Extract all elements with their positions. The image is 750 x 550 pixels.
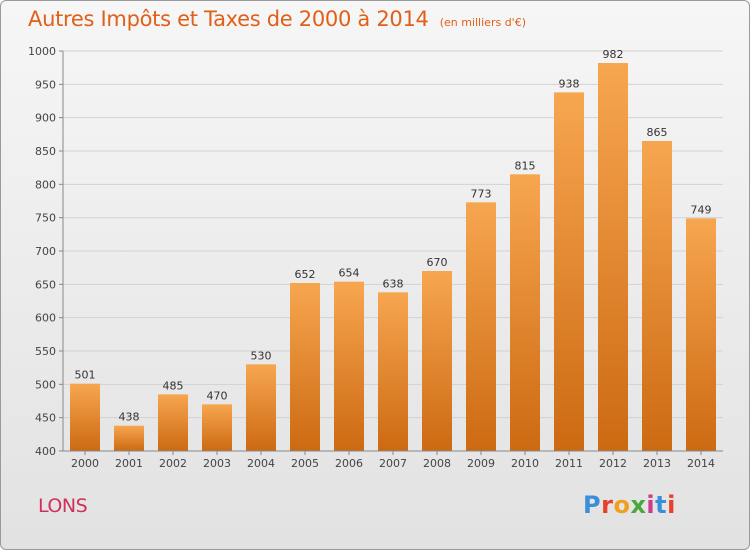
- bar: [642, 141, 672, 451]
- value-label: 982: [603, 48, 624, 61]
- x-tick-label: 2011: [555, 457, 583, 470]
- bar: [246, 364, 276, 451]
- logo-letter: x: [630, 491, 647, 519]
- chart-title: Autres Impôts et Taxes de 2000 à 2014: [28, 7, 429, 31]
- y-tick-label: 450: [35, 412, 56, 425]
- value-label: 865: [647, 126, 668, 139]
- x-tick-label: 2002: [159, 457, 187, 470]
- logo-letter: P: [583, 491, 602, 519]
- x-tick-label: 2009: [467, 457, 495, 470]
- bar: [114, 425, 144, 451]
- y-tick-label: 750: [35, 212, 56, 225]
- y-tick-label: 400: [35, 445, 56, 458]
- chart-title-area: Autres Impôts et Taxes de 2000 à 2014 (e…: [28, 7, 526, 31]
- x-tick-label: 2010: [511, 457, 539, 470]
- x-tick-label: 2000: [71, 457, 99, 470]
- value-label: 485: [163, 379, 184, 392]
- logo-letter: r: [601, 491, 614, 519]
- bar: [334, 281, 364, 451]
- y-tick-label: 600: [35, 312, 56, 325]
- value-label: 638: [383, 277, 404, 290]
- y-tick-label: 850: [35, 145, 56, 158]
- x-tick-label: 2012: [599, 457, 627, 470]
- x-tick-label: 2005: [291, 457, 319, 470]
- bar: [290, 283, 320, 451]
- y-tick-label: 1000: [28, 45, 56, 58]
- bar: [70, 383, 100, 451]
- x-tick-label: 2014: [687, 457, 715, 470]
- x-tick-label: 2008: [423, 457, 451, 470]
- proxiti-logo[interactable]: Proxiti: [583, 491, 676, 519]
- value-label: 652: [295, 268, 316, 281]
- x-tick-label: 2001: [115, 457, 143, 470]
- bar: [686, 218, 716, 451]
- bar: [422, 271, 452, 451]
- value-label: 670: [427, 256, 448, 269]
- bar: [554, 92, 584, 451]
- value-label: 530: [251, 349, 272, 362]
- bar: [378, 292, 408, 451]
- logo-letter: i: [646, 491, 656, 519]
- y-tick-label: 650: [35, 278, 56, 291]
- y-tick-label: 900: [35, 112, 56, 125]
- bar: [158, 394, 188, 451]
- value-label: 815: [515, 159, 536, 172]
- y-tick-label: 550: [35, 345, 56, 358]
- value-label: 654: [339, 267, 360, 280]
- value-label: 501: [75, 369, 96, 382]
- value-label: 773: [471, 187, 492, 200]
- x-tick-label: 2003: [203, 457, 231, 470]
- place-name: LONS: [38, 495, 88, 517]
- bar: [598, 63, 628, 451]
- logo-letter: t: [655, 491, 668, 519]
- y-tick-label: 700: [35, 245, 56, 258]
- logo-letter: i: [667, 491, 676, 519]
- value-label: 938: [559, 77, 580, 90]
- y-tick-label: 500: [35, 378, 56, 391]
- x-tick-label: 2013: [643, 457, 671, 470]
- y-tick-label: 950: [35, 78, 56, 91]
- bar: [510, 174, 540, 452]
- logo-letter: o: [613, 491, 631, 519]
- value-label: 749: [691, 203, 712, 216]
- value-label: 470: [207, 389, 228, 402]
- x-tick-label: 2004: [247, 457, 275, 470]
- value-label: 438: [119, 411, 140, 424]
- x-tick-label: 2006: [335, 457, 363, 470]
- x-tick-label: 2007: [379, 457, 407, 470]
- bar: [202, 404, 232, 451]
- y-tick-label: 800: [35, 178, 56, 191]
- chart-unit: (en milliers d'€): [439, 16, 526, 29]
- bar: [466, 202, 496, 451]
